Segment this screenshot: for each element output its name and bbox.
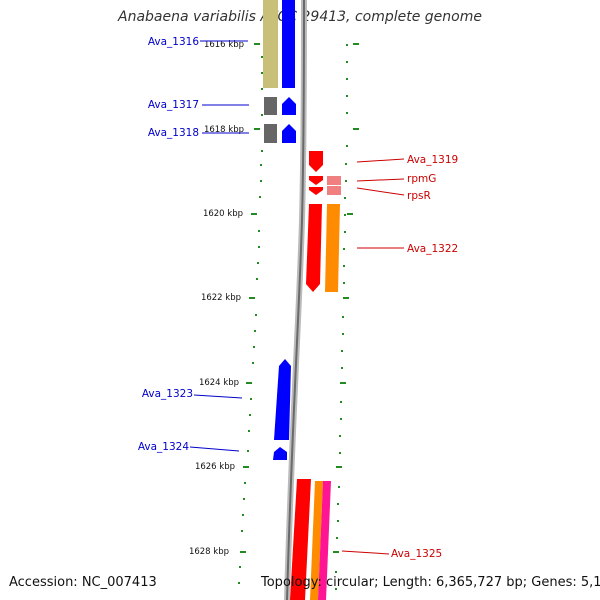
gene-ava-1318-grey[interactable] xyxy=(264,124,277,143)
ruler-tick-label: 1616 kbp xyxy=(204,40,244,50)
gene-label-ava-1322[interactable]: Ava_1322 xyxy=(407,243,458,255)
gene-ava-1323[interactable] xyxy=(274,359,291,440)
gene-ava-1316-tan[interactable] xyxy=(263,0,278,88)
ruler-tick-label: 1624 kbp xyxy=(199,378,239,388)
ruler-tick-label: 1626 kbp xyxy=(195,462,235,472)
ruler-tick-label: 1618 kbp xyxy=(204,125,244,135)
gene-ava-1325-pink[interactable] xyxy=(318,481,331,600)
gene-label-ava-1325[interactable]: Ava_1325 xyxy=(391,548,442,560)
left-leader-lines xyxy=(189,40,249,452)
gene-label-ava-1317[interactable]: Ava_1317 xyxy=(148,99,199,111)
ruler-major-ticks xyxy=(240,43,359,553)
gene-ava-1324[interactable] xyxy=(273,447,287,460)
left-ruler-dots xyxy=(238,56,263,584)
gene-label-rpsr[interactable]: rpsR xyxy=(407,190,431,202)
gene-rpmg-light[interactable] xyxy=(327,176,341,185)
ruler-tick-label: 1622 kbp xyxy=(201,293,241,303)
right-ruler-dots xyxy=(335,44,348,590)
gene-ava-1325-red[interactable] xyxy=(290,479,311,600)
gene-rpsr-light[interactable] xyxy=(327,186,341,195)
gene-label-rpmg[interactable]: rpmG xyxy=(407,173,436,185)
gene-label-ava-1323[interactable]: Ava_1323 xyxy=(142,388,193,400)
gene-ava-1322-orange[interactable] xyxy=(325,204,340,292)
genome-backbone-core xyxy=(286,0,305,600)
gene-label-ava-1324[interactable]: Ava_1324 xyxy=(138,441,190,453)
gene-ava-1319[interactable] xyxy=(309,151,323,172)
gene-rpsr[interactable] xyxy=(309,187,323,195)
gene-ava-1318-arrow[interactable] xyxy=(282,124,296,143)
gene-label-ava-1318[interactable]: Ava_1318 xyxy=(148,127,199,139)
gene-ava-1322[interactable] xyxy=(306,204,322,292)
ruler-tick-label: 1620 kbp xyxy=(203,209,243,219)
gene-rpmg[interactable] xyxy=(309,176,323,185)
topology-text: Topology: circular; Length: 6,365,727 bp… xyxy=(261,575,600,590)
right-leader-lines xyxy=(341,158,405,555)
accession-text: Accession: NC_007413 xyxy=(9,575,157,590)
gene-label-ava-1319[interactable]: Ava_1319 xyxy=(407,154,458,166)
map-title: Anabaena variabilis ATCC 29413, complete… xyxy=(118,9,482,25)
ruler-tick-label: 1628 kbp xyxy=(189,547,229,557)
gene-ava-1316-blue[interactable] xyxy=(282,0,295,88)
gene-ava-1317-arrow[interactable] xyxy=(282,97,296,115)
gene-ava-1325-orange[interactable] xyxy=(310,481,323,600)
gene-ava-1317-grey[interactable] xyxy=(264,97,277,115)
gene-label-ava-1316[interactable]: Ava_1316 xyxy=(148,36,200,48)
